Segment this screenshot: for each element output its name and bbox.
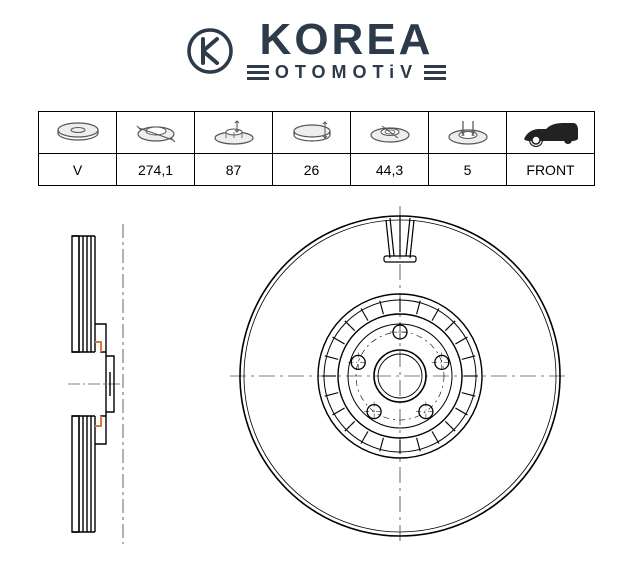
bolt-holes-icon (443, 118, 493, 148)
brand-logo: KOREA OTOMOTiV (0, 0, 633, 93)
spec-icon-row (39, 112, 595, 154)
position-icon (520, 118, 582, 148)
spec-table: V 274,1 87 26 44,3 5 FRONT (38, 111, 595, 186)
center-bore-icon-cell (351, 112, 429, 154)
spec-value-height: 87 (195, 154, 273, 186)
spec-value-diameter: 274,1 (117, 154, 195, 186)
technical-drawings (0, 196, 633, 566)
thickness-icon (287, 118, 337, 148)
bars-right-icon (424, 65, 446, 80)
position-icon-cell (507, 112, 595, 154)
diameter-icon (131, 118, 181, 148)
disc-type-icon-cell (39, 112, 117, 154)
brand-sub-text: OTOMOTiV (275, 62, 418, 83)
diameter-icon-cell (117, 112, 195, 154)
disc-type-icon (53, 118, 103, 148)
spec-value-boltholes: 5 (429, 154, 507, 186)
spec-value-thickness: 26 (273, 154, 351, 186)
center-bore-icon (365, 118, 415, 148)
spec-value-row: V 274,1 87 26 44,3 5 FRONT (39, 154, 595, 186)
height-icon (209, 118, 259, 148)
spec-value-centerbore: 44,3 (351, 154, 429, 186)
brand-name: KOREA (260, 18, 434, 62)
bars-left-icon (247, 65, 269, 80)
disc-front-view (230, 206, 570, 546)
bolt-holes-icon-cell (429, 112, 507, 154)
logo-text-block: KOREA OTOMOTiV (247, 18, 446, 83)
spec-value-position: FRONT (507, 154, 595, 186)
height-icon-cell (195, 112, 273, 154)
spec-value-type: V (39, 154, 117, 186)
thickness-icon-cell (273, 112, 351, 154)
brand-subtitle: OTOMOTiV (247, 62, 446, 83)
disc-side-view (68, 224, 138, 544)
logo-k-mark (187, 28, 233, 74)
